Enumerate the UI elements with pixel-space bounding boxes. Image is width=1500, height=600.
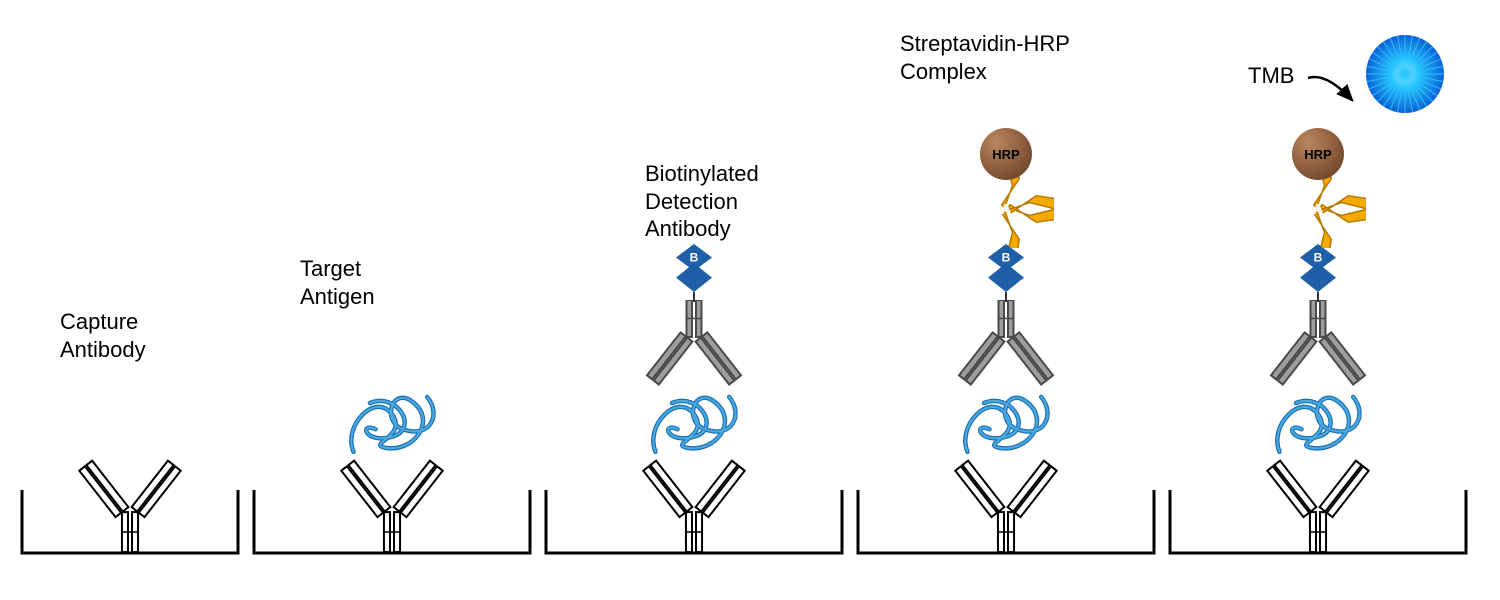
svg-text:A: A: [1001, 201, 1012, 218]
hrp-label: HRP: [992, 147, 1019, 162]
label-target-antigen: Target Antigen: [300, 255, 375, 310]
antigen-icon: [1263, 388, 1373, 463]
panel-3: B: [544, 0, 844, 555]
streptavidin-icon: A: [958, 170, 1054, 248]
capture-antibody-icon: [337, 457, 447, 552]
capture-antibody-icon: [1263, 457, 1373, 552]
panel-1: [20, 0, 240, 555]
stack-3: B: [639, 244, 749, 552]
biotin-icon: B: [988, 244, 1024, 302]
antigen-icon: [639, 388, 749, 463]
biotin-icon: B: [1300, 244, 1336, 302]
label-streptavidin-hrp: Streptavidin-HRP Complex: [900, 30, 1070, 85]
stack-4: HRP A B: [951, 128, 1061, 552]
svg-text:B: B: [1314, 250, 1323, 264]
label-tmb: TMB: [1248, 62, 1294, 90]
label-detection-antibody: Biotinylated Detection Antibody: [645, 160, 759, 243]
antigen-icon: [337, 388, 447, 463]
stack-2: [337, 388, 447, 552]
detection-antibody-icon: [956, 300, 1056, 388]
stack-1: [75, 457, 185, 552]
tmb-signal-icon: [1366, 35, 1444, 113]
hrp-icon: HRP: [1292, 128, 1344, 180]
capture-antibody-icon: [75, 457, 185, 552]
tmb-group: [1366, 35, 1444, 113]
stack-5: HRP A B: [1263, 128, 1373, 552]
hrp-label: HRP: [1304, 147, 1331, 162]
streptavidin-icon: A: [1270, 170, 1366, 248]
svg-text:B: B: [1002, 250, 1011, 264]
detection-antibody-icon: [644, 300, 744, 388]
tmb-arrow-icon: [1298, 68, 1372, 120]
detection-antibody-icon: [1268, 300, 1368, 388]
antigen-icon: [951, 388, 1061, 463]
svg-text:B: B: [690, 250, 699, 264]
hrp-icon: HRP: [980, 128, 1032, 180]
capture-antibody-icon: [951, 457, 1061, 552]
label-capture-antibody: Capture Antibody: [60, 308, 146, 363]
panel-2: [252, 0, 532, 555]
capture-antibody-icon: [639, 457, 749, 552]
svg-text:A: A: [1313, 201, 1324, 218]
biotin-icon: B: [676, 244, 712, 302]
